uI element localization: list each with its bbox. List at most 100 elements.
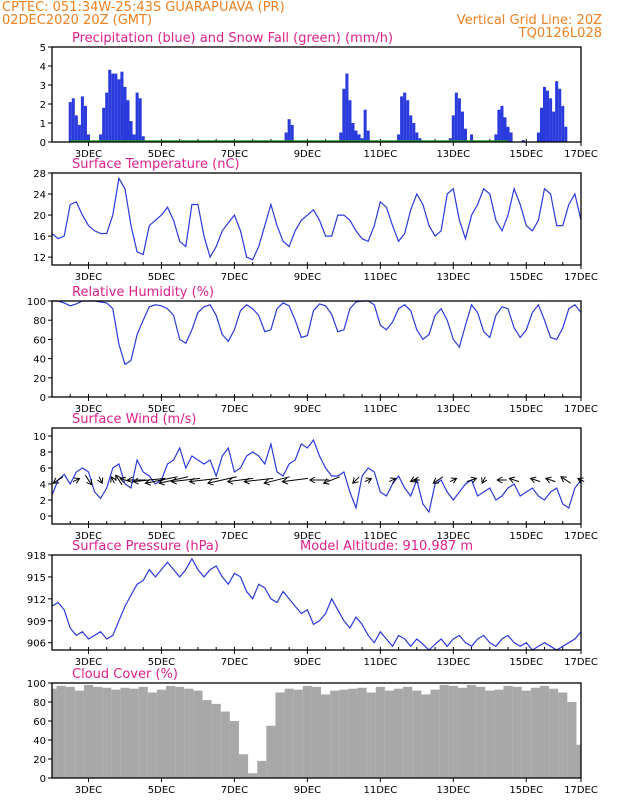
precip-bar	[403, 92, 407, 142]
precip-bar	[564, 126, 568, 142]
wind-arrow-head	[97, 477, 104, 485]
panel-title-temp: Surface Temperature (nC)	[72, 157, 240, 172]
y-tick-label: 906	[27, 639, 46, 650]
wind-arrow	[449, 477, 457, 483]
panel-frame-wind	[51, 427, 582, 525]
wind-arrow	[389, 477, 396, 483]
precip-bar	[412, 123, 416, 142]
precip-bar	[354, 130, 358, 142]
x-tick-label: 3DEC	[75, 785, 102, 796]
y-tick-label: 4	[40, 62, 46, 73]
cloud-bar	[257, 760, 267, 778]
cloud-bar	[184, 688, 194, 778]
cloud-bar	[539, 685, 550, 778]
x-tick-label: 5DEC	[148, 657, 175, 668]
wind-arrow	[72, 477, 80, 483]
precip-bar	[74, 115, 78, 142]
cloud-bar	[266, 725, 276, 778]
cloud-bar	[348, 688, 358, 778]
cloud-bar	[512, 686, 522, 778]
panel-title-wind: Surface Wind (m/s)	[72, 412, 196, 427]
wind-arrow	[189, 477, 219, 483]
x-tick-label: 9DEC	[294, 404, 321, 415]
x-tick-label: 13DEC	[436, 272, 470, 283]
precip-bar	[555, 81, 559, 142]
wind-arrow-head	[86, 478, 93, 486]
precip-bar	[117, 79, 121, 142]
precip-bar	[284, 132, 288, 142]
x-tick-label: 15DEC	[509, 785, 543, 796]
cloud-bar	[238, 754, 249, 778]
x-tick-label: 7DEC	[221, 657, 248, 668]
precip-bar	[126, 100, 130, 142]
wind-arrow	[545, 477, 556, 483]
panel-subtitle-pressure: Model Altitude: 910.987 m	[300, 539, 473, 554]
x-tick-label: 17DEC	[564, 785, 598, 796]
wind-arrow	[282, 477, 309, 483]
x-tick-label: 7DEC	[221, 272, 248, 283]
cloud-bar	[357, 687, 367, 778]
y-tick-label: 60	[33, 335, 46, 346]
precip-bar	[418, 138, 422, 142]
precip-bar	[123, 86, 127, 142]
cloud-bar	[394, 688, 404, 778]
precip-bar	[457, 98, 461, 142]
wind-arrow	[264, 476, 290, 484]
y-tick-label: 40	[33, 355, 46, 366]
x-tick-label: 3DEC	[75, 404, 102, 415]
precip-bar	[397, 134, 401, 142]
precip-bar	[114, 73, 118, 142]
rh-series-line	[52, 300, 582, 366]
cloud-bar	[284, 688, 294, 778]
x-tick-label: 11DEC	[363, 785, 397, 796]
precip-bar	[290, 124, 294, 142]
x-tick-label: 15DEC	[509, 272, 543, 283]
panel-temp: Surface Temperature (nC) 12 16 20 24 28 3DEC 5D…	[33, 157, 598, 283]
wind-arrow-head	[322, 478, 330, 485]
y-tick-label: 915	[27, 573, 46, 584]
precip-bar	[400, 96, 404, 142]
panel-title-rh: Relative Humidity (%)	[72, 285, 214, 300]
wind-series-line	[51, 438, 582, 514]
x-tick-label: 3DEC	[75, 149, 102, 160]
wind-arrow	[352, 476, 360, 484]
precip-bar	[500, 105, 504, 142]
x-tick-label: 5DEC	[148, 785, 175, 796]
x-tick-label: 11DEC	[363, 531, 397, 542]
precip-bar	[360, 138, 364, 142]
x-tick-label: 5DEC	[148, 272, 175, 283]
wind-arrow-head	[450, 477, 458, 484]
y-tick-label: 20	[33, 374, 46, 385]
precip-bar	[366, 130, 370, 142]
wind-arrow-head	[144, 478, 152, 486]
cloud-bar	[439, 684, 449, 778]
cloud-bar	[220, 711, 230, 778]
precip-bar	[536, 132, 540, 142]
wind-arrow	[364, 477, 372, 483]
wind-arrow-head	[412, 476, 419, 484]
x-tick-label: 3DEC	[75, 657, 102, 668]
x-tick-label: 17DEC	[564, 149, 598, 160]
x-tick-label: 15DEC	[509, 149, 543, 160]
wind-arrow-head	[281, 477, 289, 485]
precip-bar	[108, 69, 112, 142]
precip-bar	[506, 126, 510, 142]
precip-bar	[287, 119, 291, 142]
y-tick-label: 909	[27, 617, 46, 628]
y-tick-label: 4	[40, 480, 46, 491]
precip-bar	[451, 115, 455, 142]
precip-bar	[105, 92, 109, 142]
x-tick-label: 3DEC	[75, 531, 102, 542]
header-location: CPTEC: 051:34W-25:43S GUARAPUAVA (PR)	[2, 0, 285, 15]
precip-bar	[552, 111, 556, 142]
y-tick-label: 8	[40, 448, 46, 459]
cloud-bar	[120, 687, 130, 778]
wind-arrow	[227, 477, 254, 483]
cloud-bar	[494, 689, 504, 778]
precip-bar	[539, 107, 543, 142]
wind-arrow-head	[389, 477, 397, 484]
wind-arrow-head	[52, 477, 60, 484]
precip-bar	[549, 98, 553, 142]
temp-series-line	[51, 176, 582, 261]
